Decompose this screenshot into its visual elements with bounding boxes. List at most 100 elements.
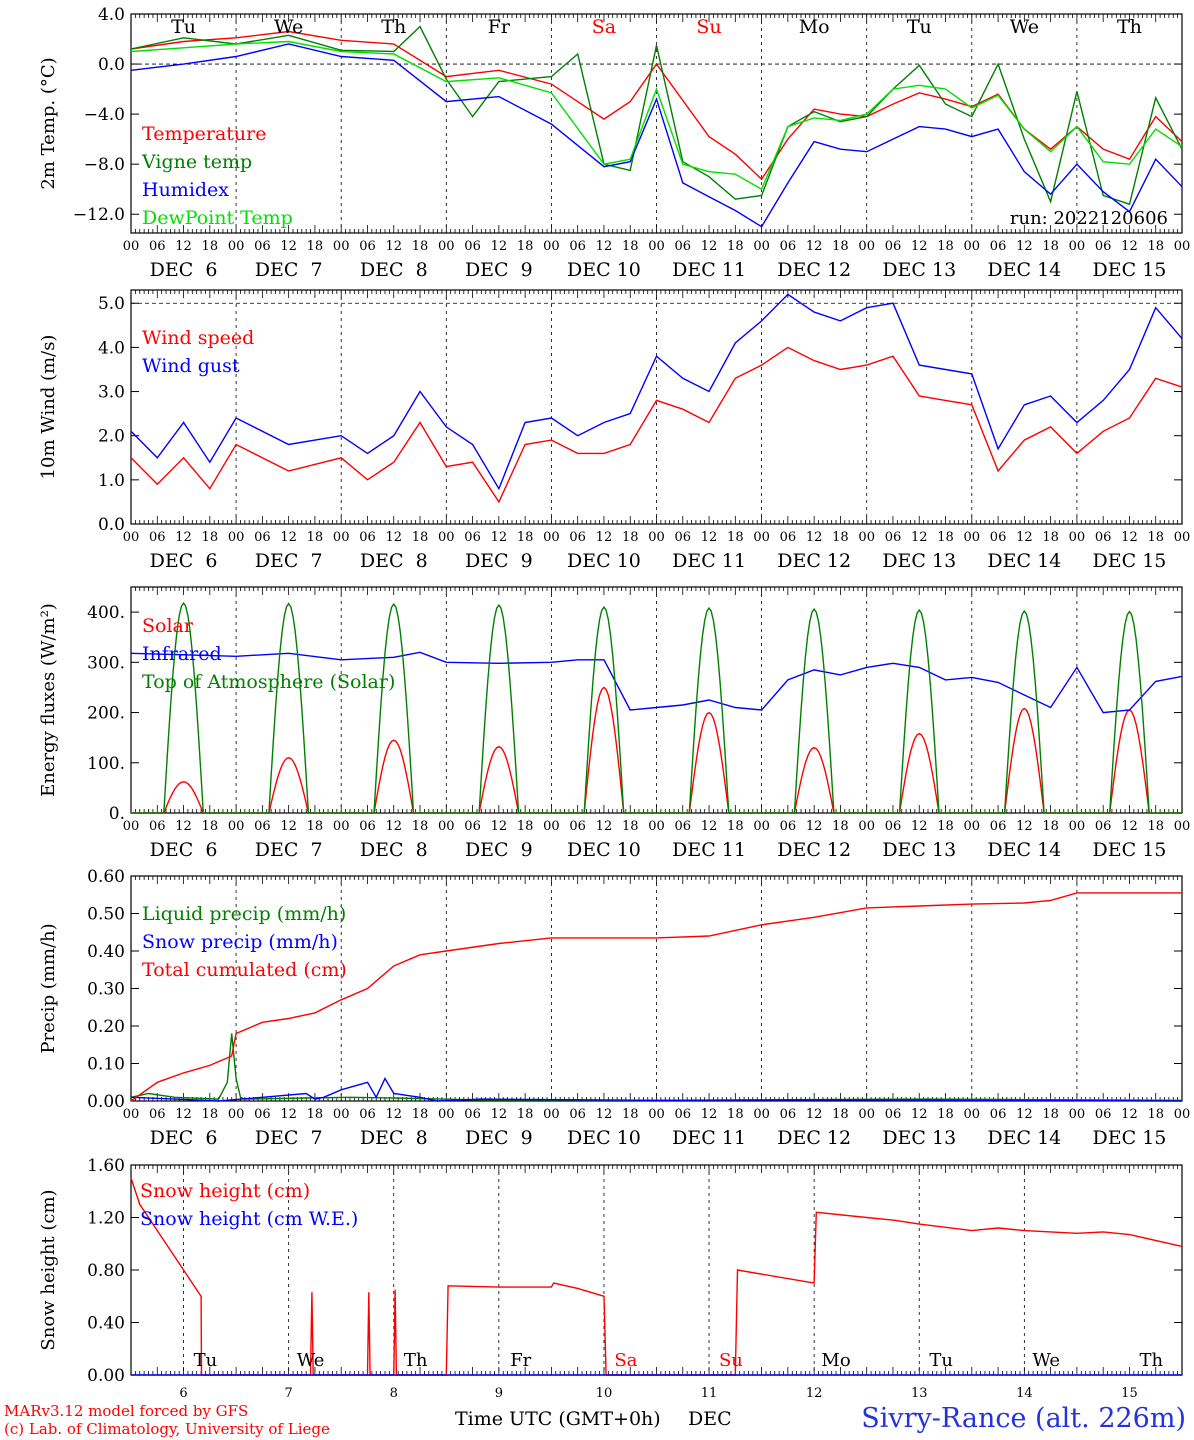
y-axis-label: 2m Temp. (°C) bbox=[38, 57, 59, 189]
hour-label: 00 bbox=[1069, 819, 1086, 834]
hour-label: 18 bbox=[832, 239, 849, 254]
hour-label: 06 bbox=[149, 1107, 166, 1122]
y-tick-label: 0.40 bbox=[87, 942, 125, 962]
hour-label: 12 bbox=[701, 530, 718, 545]
y-tick-label: 0.0 bbox=[98, 515, 125, 535]
hour-label: 06 bbox=[1095, 819, 1112, 834]
day-number: 15 bbox=[1121, 1386, 1138, 1401]
hour-label: 00 bbox=[228, 530, 245, 545]
series-humidex bbox=[130, 43, 1183, 228]
legend-entry: Temperature bbox=[142, 123, 266, 145]
hour-label: 06 bbox=[885, 530, 902, 545]
weekday-label: We bbox=[297, 1350, 325, 1371]
date-label: DEC 9 bbox=[465, 839, 533, 861]
hour-label: 00 bbox=[964, 530, 981, 545]
hour-label: 06 bbox=[780, 1107, 797, 1122]
y-tick-label: −12.0 bbox=[73, 205, 125, 225]
credit-line-2: (c) Lab. of Climatology, University of L… bbox=[4, 1420, 330, 1438]
hour-label: 00 bbox=[228, 1107, 245, 1122]
day-number: 6 bbox=[179, 1386, 187, 1401]
hour-label: 12 bbox=[911, 819, 928, 834]
hour-label: 18 bbox=[202, 530, 219, 545]
date-label: DEC 9 bbox=[465, 1127, 533, 1149]
weekday-label: Th bbox=[1140, 1350, 1164, 1371]
y-tick-label: 1.60 bbox=[87, 1156, 125, 1176]
hour-label: 00 bbox=[228, 239, 245, 254]
hour-label: 18 bbox=[202, 239, 219, 254]
hour-label: 12 bbox=[280, 239, 297, 254]
date-label: DEC 7 bbox=[255, 839, 323, 861]
date-label: DEC 9 bbox=[465, 550, 533, 572]
hour-label: 18 bbox=[307, 239, 324, 254]
hour-label: 06 bbox=[1095, 530, 1112, 545]
hour-label: 00 bbox=[753, 1107, 770, 1122]
weekday-label: Tu bbox=[194, 1350, 218, 1371]
y-tick-label: 0.80 bbox=[87, 1261, 125, 1281]
y-tick-label: 0.60 bbox=[87, 867, 125, 887]
panel-2: 0.0 1.0 2.0 3.0 4.0 5.0 10m Wind (m/s) Wind spe… bbox=[38, 289, 1190, 572]
hour-label: 18 bbox=[202, 1107, 219, 1122]
hour-label: 00 bbox=[648, 1107, 665, 1122]
y-tick-label: 4.0 bbox=[98, 338, 125, 358]
time-axis-label: Time UTC (GMT+0h) bbox=[455, 1408, 661, 1430]
date-label: DEC 12 bbox=[777, 839, 851, 861]
legend-entry: Liquid precip (mm/h) bbox=[142, 903, 346, 925]
hour-label: 18 bbox=[622, 819, 639, 834]
weekday-label: We bbox=[1010, 16, 1039, 38]
date-label: DEC 11 bbox=[672, 1127, 746, 1149]
hour-label: 00 bbox=[964, 819, 981, 834]
hour-label: 00 bbox=[858, 530, 875, 545]
y-tick-label: 0.00 bbox=[87, 1092, 125, 1112]
y-tick-label: 0.50 bbox=[87, 905, 125, 925]
hour-label: 18 bbox=[1147, 819, 1164, 834]
day-number: 9 bbox=[495, 1386, 503, 1401]
hour-label: 18 bbox=[517, 1107, 534, 1122]
hour-label: 06 bbox=[149, 819, 166, 834]
hour-label: 18 bbox=[202, 819, 219, 834]
run-annotation: run: 2022120606 bbox=[1010, 208, 1168, 229]
day-number: 12 bbox=[806, 1386, 823, 1401]
hour-label: 12 bbox=[1016, 819, 1033, 834]
hour-label: 00 bbox=[648, 530, 665, 545]
day-number: 8 bbox=[390, 1386, 398, 1401]
hour-label: 06 bbox=[569, 239, 586, 254]
hour-label: 18 bbox=[1042, 1107, 1059, 1122]
day-number: 7 bbox=[285, 1386, 293, 1401]
hour-label: 18 bbox=[622, 239, 639, 254]
hour-label: 18 bbox=[412, 1107, 429, 1122]
y-tick-label: 0.20 bbox=[87, 1017, 125, 1037]
hour-label: 00 bbox=[858, 1107, 875, 1122]
weekday-label: Mo bbox=[799, 16, 830, 38]
y-tick-label: 400. bbox=[87, 603, 125, 623]
hour-label: 00 bbox=[964, 1107, 981, 1122]
legend-entry: Snow height (cm) bbox=[140, 1180, 310, 1202]
hour-label: 00 bbox=[1174, 819, 1191, 834]
date-label: DEC 12 bbox=[777, 550, 851, 572]
weekday-label: Fr bbox=[488, 16, 511, 38]
hour-label: 18 bbox=[517, 239, 534, 254]
date-label: DEC 6 bbox=[150, 1127, 218, 1149]
y-axis-label: 10m Wind (m/s) bbox=[38, 335, 59, 480]
hour-label: 06 bbox=[675, 1107, 692, 1122]
hour-label: 00 bbox=[333, 819, 350, 834]
hour-label: 18 bbox=[1147, 530, 1164, 545]
hour-label: 12 bbox=[1016, 530, 1033, 545]
y-tick-label: 0. bbox=[109, 804, 125, 824]
hour-label: 12 bbox=[701, 239, 718, 254]
weekday-label: Fr bbox=[510, 1350, 531, 1371]
hour-label: 12 bbox=[385, 239, 402, 254]
hour-label: 12 bbox=[280, 1107, 297, 1122]
hour-label: 12 bbox=[385, 1107, 402, 1122]
date-label: DEC 10 bbox=[567, 550, 641, 572]
hour-label: 00 bbox=[333, 239, 350, 254]
date-label: DEC 7 bbox=[255, 550, 323, 572]
series-temperature bbox=[130, 30, 1183, 181]
series-total-cumulated-cm bbox=[130, 892, 1182, 1102]
hour-label: 12 bbox=[701, 819, 718, 834]
y-tick-label: 0.40 bbox=[87, 1314, 125, 1334]
date-label: DEC 13 bbox=[882, 1127, 956, 1149]
hour-label: 12 bbox=[911, 239, 928, 254]
legend-entry: Snow precip (mm/h) bbox=[142, 931, 338, 953]
date-label: DEC 11 bbox=[672, 550, 746, 572]
hour-label: 12 bbox=[491, 239, 508, 254]
